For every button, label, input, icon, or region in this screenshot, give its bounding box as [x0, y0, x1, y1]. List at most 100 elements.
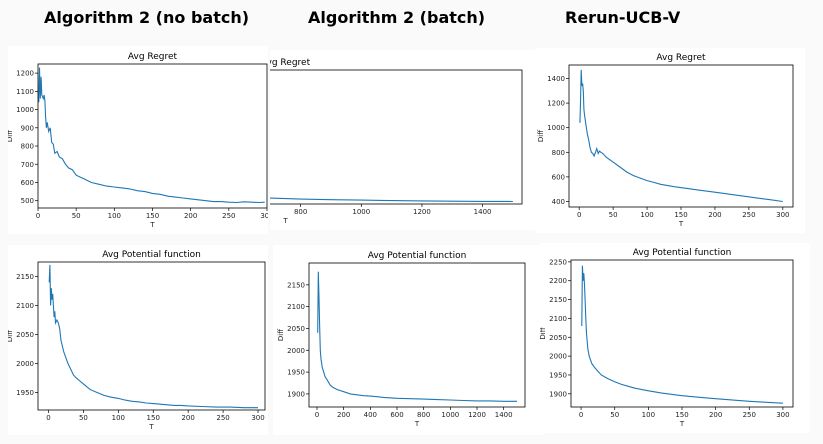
x-tick-label: 50 — [609, 211, 618, 219]
x-axis-label: T — [148, 423, 154, 431]
y-tick-label: 2100 — [549, 315, 567, 323]
x-tick-label: 100 — [112, 414, 125, 422]
y-tick-label: 1200 — [16, 70, 34, 78]
y-tick-label: 2000 — [287, 347, 305, 355]
x-tick-label: 800 — [294, 208, 307, 216]
chart-svg: Avg Regret 0 50 100 150 200 250 300 500 600 700 800… — [8, 52, 268, 229]
x-tick-label: 50 — [610, 411, 619, 419]
x-tick-label: 200 — [337, 411, 350, 419]
chart-svg: Avg Regret020040060080010001200140050060… — [270, 58, 523, 225]
ticks: 0 50 100 150 200 250 300 500 600 700 800 900 1000 110… — [16, 70, 268, 220]
x-tick-label: 1000 — [352, 208, 370, 216]
y-tick-label: 2150 — [287, 281, 305, 289]
chart-svg: Avg Potential function 0 50 100 150 200 250 300… — [540, 248, 794, 428]
y-tick-label: 800 — [21, 143, 34, 151]
y-tick-label: 1000 — [16, 106, 34, 114]
chart-svg: Avg Regret 0 50 100 150 200 250 300 400 600 800 100… — [537, 53, 794, 228]
chart-title: Avg Regret — [128, 52, 178, 62]
x-tick-label: 400 — [364, 411, 377, 419]
x-axis-label: T — [282, 217, 288, 225]
x-tick-label: 1200 — [413, 208, 431, 216]
y-tick-label: 800 — [552, 149, 565, 157]
x-tick-label: 0 — [315, 411, 319, 419]
x-tick-label: 0 — [577, 211, 581, 219]
x-axis-label: T — [149, 221, 155, 229]
chart-title: Avg Potential function — [102, 250, 201, 260]
y-tick-label: 2200 — [549, 277, 567, 285]
ticks: 0 50 100 150 200 250 300 1900 1950 2000 2050 2100 21… — [549, 258, 789, 419]
y-tick-label: 2050 — [549, 334, 567, 342]
plot-frame — [568, 64, 794, 208]
y-tick-label: 2150 — [16, 273, 34, 281]
ticks: 0200400600800100012001400500600700800900… — [294, 204, 491, 216]
chart-svg: Avg Potential function 0 50 100 150 200 250 300… — [8, 250, 266, 431]
y-tick-label: 1950 — [287, 369, 305, 377]
y-tick-label: 1900 — [287, 390, 305, 398]
x-tick-label: 0 — [46, 414, 50, 422]
x-tick-label: 250 — [743, 411, 756, 419]
x-tick-label: 300 — [251, 414, 264, 422]
plot-frame — [270, 69, 523, 205]
chart-panel: Avg Regret 0 50 100 150 200 250 300 500 600 700 800… — [8, 46, 268, 234]
heading-algorithm2-no-batch: Algorithm 2 (no batch) — [44, 8, 250, 27]
series-line — [581, 265, 783, 404]
x-tick-label: 250 — [742, 211, 755, 219]
ticks: 0 200 400 600 800 1000 1200 1400 1900 1950 2000 205… — [287, 281, 512, 419]
x-tick-label: 100 — [108, 212, 121, 220]
y-tick-label: 1200 — [547, 100, 565, 108]
y-tick-label: 1950 — [16, 389, 34, 397]
y-tick-label: 900 — [21, 124, 34, 132]
x-tick-label: 50 — [79, 414, 88, 422]
series-line — [48, 264, 258, 409]
x-tick-label: 1400 — [495, 411, 513, 419]
chart-panel: Avg Potential function 0 50 100 150 200 250 300… — [540, 243, 810, 433]
y-tick-label: 2100 — [16, 302, 34, 310]
chart-title: Avg Potential function — [368, 251, 467, 261]
y-tick-label: 2000 — [16, 360, 34, 368]
y-axis-label: Diff — [537, 130, 545, 142]
x-tick-label: 150 — [146, 212, 159, 220]
x-tick-label: 1000 — [441, 411, 459, 419]
chart-panel: Avg Potential function 0 50 100 150 200 250 300… — [8, 245, 268, 435]
y-tick-label: 2250 — [549, 258, 567, 266]
chart-panel: Avg Regret 0 50 100 150 200 250 300 400 600 800 100… — [535, 48, 805, 233]
x-tick-label: 200 — [181, 414, 194, 422]
x-tick-label: 0 — [579, 411, 583, 419]
x-axis-label: T — [679, 420, 685, 428]
x-tick-label: 1200 — [468, 411, 486, 419]
ticks: 0 50 100 150 200 250 300 1950 2000 2050 2100 2150 — [16, 273, 265, 422]
y-axis-label: Diff — [8, 130, 14, 142]
plot-frame — [308, 262, 526, 408]
x-tick-label: 200 — [708, 211, 721, 219]
series-line — [579, 69, 783, 203]
y-axis-label: Diff — [8, 330, 14, 342]
y-tick-label: 2150 — [549, 296, 567, 304]
x-tick-label: 250 — [216, 414, 229, 422]
y-tick-label: 500 — [21, 197, 34, 205]
x-axis-label: T — [414, 420, 420, 428]
x-tick-label: 150 — [675, 411, 688, 419]
heading-algorithm2-batch: Algorithm 2 (batch) — [308, 8, 486, 27]
y-axis-label: Diff — [277, 329, 285, 341]
x-tick-label: 150 — [147, 414, 160, 422]
x-tick-label: 600 — [390, 411, 403, 419]
x-axis-label: T — [678, 220, 684, 228]
y-tick-label: 1100 — [16, 88, 34, 96]
y-tick-label: 2050 — [287, 325, 305, 333]
y-tick-label: 600 — [21, 179, 34, 187]
chart-panel: Avg Potential function 0 200 400 600 800 1000 1… — [273, 245, 543, 435]
y-tick-label: 1950 — [549, 371, 567, 379]
x-tick-label: 800 — [417, 411, 430, 419]
series-line — [317, 271, 517, 402]
x-tick-label: 250 — [222, 212, 235, 220]
plot-frame — [570, 259, 794, 408]
chart-title: Avg Regret — [656, 53, 706, 63]
y-tick-label: 600 — [552, 173, 565, 181]
x-tick-label: 300 — [260, 212, 268, 220]
y-axis-label: Diff — [540, 327, 547, 339]
chart-svg: Avg Potential function 0 200 400 600 800 1000 1… — [277, 251, 526, 428]
x-tick-label: 300 — [776, 211, 789, 219]
x-tick-label: 300 — [776, 411, 789, 419]
chart-title: Avg Regret — [270, 58, 311, 68]
plot-frame — [37, 261, 266, 411]
